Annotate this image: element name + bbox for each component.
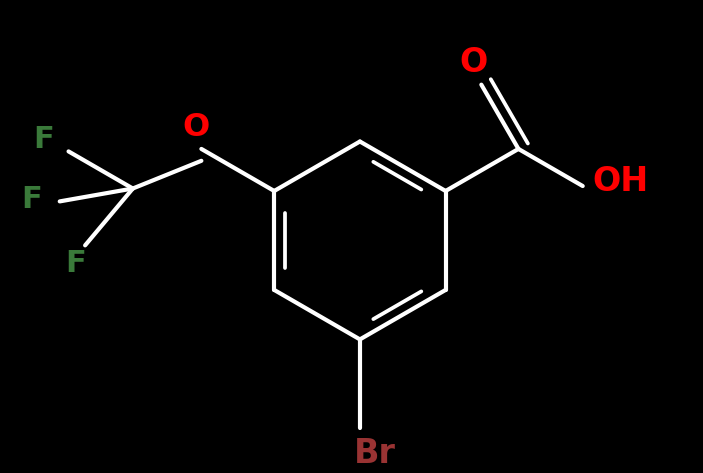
Text: Br: Br [354,437,396,470]
Text: O: O [183,112,210,143]
Text: OH: OH [592,165,648,198]
Text: F: F [22,185,42,214]
Text: O: O [459,46,488,79]
Text: F: F [34,125,54,154]
Text: F: F [65,249,86,278]
